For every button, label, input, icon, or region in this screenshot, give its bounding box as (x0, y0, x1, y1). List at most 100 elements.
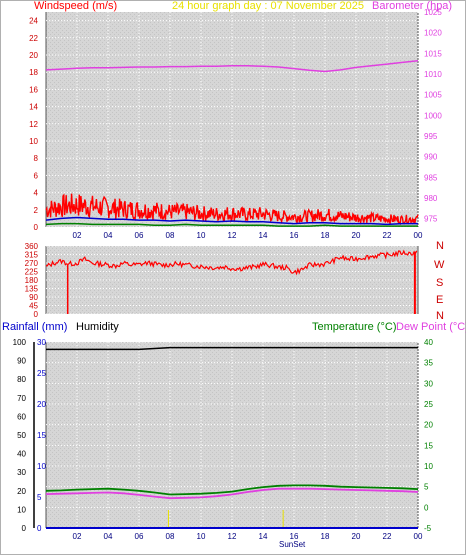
rainfall-tick-label: 20 (37, 400, 46, 409)
humidity-tick-label: 70 (17, 394, 26, 403)
temperature-axis-title: Temperature (°C) (312, 321, 396, 333)
temperature-tick-label: 40 (424, 338, 433, 347)
windspeed-tick-label: 6 (34, 171, 39, 180)
barometer-axis-title: Barometer (hpa) (372, 0, 452, 12)
barometer-tick-label: 1025 (424, 8, 442, 17)
rainfall-tick-label: 30 (37, 338, 46, 347)
windspeed-tick-label: 14 (29, 103, 38, 112)
x-tick-label: 04 (104, 532, 113, 541)
temperature-tick-label: -5 (424, 524, 432, 533)
barometer-tick-label: 1010 (424, 70, 442, 79)
direction-tick-label: 0 (34, 310, 39, 319)
windspeed-tick-label: 8 (34, 154, 39, 163)
series-direction (45, 249, 418, 276)
compass-w: W (434, 259, 445, 271)
barometer-tick-label: 1005 (424, 91, 442, 100)
windspeed-tick-label: 4 (34, 189, 39, 198)
direction-tick-label: 180 (25, 276, 39, 285)
windspeed-tick-label: 24 (29, 17, 38, 26)
direction-tick-label: 315 (25, 251, 39, 260)
windspeed-tick-label: 2 (34, 206, 39, 215)
series-humidity (46, 346, 418, 351)
x-tick-label: 00 (414, 231, 423, 240)
direction-tick-label: 360 (25, 242, 39, 251)
humidity-axis-title: Humidity (76, 321, 119, 333)
temperature-tick-label: 20 (424, 421, 433, 430)
dewpoint-axis-title: Dew Point (°C) (396, 321, 466, 333)
rainfall-tick-label: 25 (37, 369, 46, 378)
x-tick-label: 02 (73, 231, 82, 240)
x-tick-label: 18 (321, 532, 330, 541)
rainfall-tick-label: 10 (37, 462, 46, 471)
x-tick-label: 04 (104, 231, 113, 240)
x-tick-label: 12 (228, 532, 237, 541)
rainfall-tick-label: 0 (37, 524, 42, 533)
series-average-wind (45, 216, 418, 226)
series-temperature (45, 484, 419, 496)
windspeed-tick-label: 22 (29, 34, 38, 43)
direction-tick-label: 90 (29, 293, 38, 302)
graph-title: 24 hour graph day : 07 November 2025 (172, 0, 364, 12)
windspeed-tick-label: 16 (29, 85, 38, 94)
series-gust (45, 193, 419, 226)
barometer-tick-label: 1020 (424, 29, 442, 38)
series-barometer (45, 60, 419, 73)
windspeed-tick-label: 20 (29, 51, 38, 60)
barometer-tick-label: 975 (424, 215, 438, 224)
windspeed-axis-title: Windspeed (m/s) (34, 0, 117, 12)
direction-tick-label: 225 (25, 268, 39, 277)
humidity-tick-label: 0 (22, 524, 27, 533)
temperature-tick-label: 0 (424, 503, 429, 512)
windspeed-tick-label: 10 (29, 137, 38, 146)
x-tick-label: 20 (352, 532, 361, 541)
humidity-tick-label: 10 (17, 505, 26, 514)
barometer-tick-label: 995 (424, 132, 438, 141)
x-tick-label: 02 (73, 532, 82, 541)
humidity-tick-label: 20 (17, 487, 26, 496)
x-tick-label: 22 (383, 532, 392, 541)
direction-tick-label: 45 (29, 302, 38, 311)
series-dewpoint (45, 487, 419, 500)
x-tick-label: 20 (352, 231, 361, 240)
x-tick-label: 22 (383, 231, 392, 240)
windspeed-tick-label: 0 (34, 223, 39, 232)
x-tick-label: 10 (197, 231, 206, 240)
humidity-tick-label: 80 (17, 375, 26, 384)
rainfall-axis-title: Rainfall (mm) (2, 321, 67, 333)
direction-tick-label: 135 (25, 285, 39, 294)
compass-n-top: N (436, 240, 444, 252)
temperature-tick-label: 35 (424, 359, 433, 368)
x-tick-label: 06 (135, 532, 144, 541)
barometer-tick-label: 1000 (424, 111, 442, 120)
sunset-label: SunSet (279, 540, 306, 549)
compass-e: E (436, 294, 443, 306)
barometer-tick-label: 990 (424, 153, 438, 162)
barometer-tick-label: 1015 (424, 49, 442, 58)
humidity-tick-label: 90 (17, 357, 26, 366)
windspeed-tick-label: 18 (29, 68, 38, 77)
rainfall-tick-label: 15 (37, 431, 46, 440)
compass-n-bottom: N (436, 310, 444, 322)
x-tick-label: 00 (414, 532, 423, 541)
x-tick-label: 14 (259, 231, 268, 240)
x-tick-label: 14 (259, 532, 268, 541)
x-tick-label: 10 (197, 532, 206, 541)
compass-s: S (436, 277, 443, 289)
temperature-tick-label: 15 (424, 441, 433, 450)
x-tick-label: 16 (290, 532, 299, 541)
chart-marks: 0246810121416182022249759809859909951000… (13, 8, 443, 541)
humidity-tick-label: 40 (17, 450, 26, 459)
windspeed-tick-label: 12 (29, 120, 38, 129)
humidity-tick-label: 100 (13, 338, 27, 347)
x-tick-label: 12 (228, 231, 237, 240)
x-tick-label: 06 (135, 231, 144, 240)
barometer-tick-label: 980 (424, 194, 438, 203)
barometer-tick-label: 985 (424, 173, 438, 182)
humidity-tick-label: 60 (17, 412, 26, 421)
temperature-tick-label: 30 (424, 379, 433, 388)
humidity-tick-label: 30 (17, 468, 26, 477)
x-tick-label: 08 (166, 532, 175, 541)
temperature-tick-label: 5 (424, 483, 429, 492)
series-green-wind (45, 222, 418, 227)
